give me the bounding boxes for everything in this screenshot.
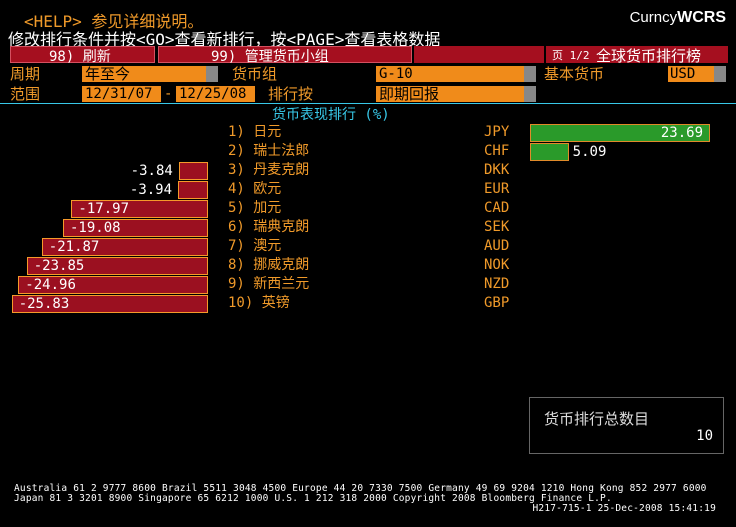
base-currency-dropdown-icon[interactable] (714, 66, 726, 82)
currency-name-chf[interactable]: 2) 瑞士法郎 (228, 143, 310, 159)
bar-sek: -19.08 (62, 219, 208, 237)
currency-name-jpy[interactable]: 1) 日元 (228, 124, 282, 140)
currency-code-aud: AUD (484, 238, 510, 254)
bar-label-dkk: -3.84 (130, 163, 173, 179)
bar-label-chf: 5.09 (572, 144, 607, 160)
toolbar-spacer (414, 46, 544, 63)
base-currency-field[interactable]: USD (668, 66, 714, 82)
currency-code-dkk: DKK (484, 162, 510, 178)
bar-label-eur: -3.94 (129, 182, 173, 198)
currency-name-aud[interactable]: 7) 澳元 (228, 238, 282, 254)
currency-group-label: 货币组 (232, 65, 278, 83)
bar-jpy: 23.69 (530, 124, 711, 142)
manage-group-button[interactable]: 99) 管理货币小组 (158, 46, 412, 65)
bar-label-gbp: -25.83 (18, 296, 70, 312)
footer-timestamp: H217-715-1 25-Dec-2008 15:41:19 (532, 503, 716, 514)
help-line[interactable]: <HELP> 参见详细说明。 (24, 12, 204, 31)
currency-name-cad[interactable]: 5) 加元 (228, 200, 282, 216)
currency-name-dkk[interactable]: 3) 丹麦克朗 (228, 162, 310, 178)
bar-label-cad: -17.97 (78, 201, 129, 217)
currency-name-nok[interactable]: 8) 挪威克朗 (228, 257, 310, 273)
refresh-label: 98) 刷新 (49, 49, 111, 65)
market-sector: Curncy (629, 9, 678, 26)
period-dropdown-icon[interactable] (206, 66, 218, 82)
currency-code-cad: CAD (484, 200, 510, 216)
function-name: WCRS (677, 9, 726, 26)
footer-contacts: Australia 61 2 9777 8600 Brazil 5511 304… (14, 483, 707, 494)
footer-copyright: Japan 81 3 3201 8900 Singapore 65 6212 1… (14, 493, 612, 504)
summary-box: 货币排行总数目 10 (529, 397, 724, 454)
refresh-button[interactable]: 98) 刷新 (10, 46, 155, 65)
currency-group-dropdown-icon[interactable] (524, 66, 536, 82)
bar-label-sek: -19.08 (69, 220, 121, 236)
period-label: 周期 (10, 65, 41, 83)
bar-cad: -17.97 (71, 200, 208, 218)
bar-eur (178, 181, 208, 199)
page-title: 全球货币排行榜 (596, 47, 702, 65)
currency-name-eur[interactable]: 4) 欧元 (228, 181, 282, 197)
currency-group-field[interactable]: G-10 (376, 66, 525, 82)
bar-label-jpy: 23.69 (660, 125, 704, 141)
currency-code-nzd: NZD (484, 276, 510, 292)
bar-nok: -23.85 (26, 257, 208, 275)
end-date-field[interactable]: 12/25/08 (176, 86, 255, 102)
currency-code-sek: SEK (484, 219, 510, 235)
bar-aud: -21.87 (41, 238, 208, 256)
instruction-text: 修改排行条件并按<GO>查看新排行，按<PAGE>查看表格数据 (8, 30, 441, 49)
rank-by-field[interactable]: 即期回报 (376, 86, 525, 102)
bar-chf (530, 143, 569, 161)
currency-code-jpy: JPY (484, 124, 510, 140)
bar-label-nzd: -24.96 (25, 277, 76, 293)
page-title-bar: 页 1/2 全球货币排行榜 (546, 46, 728, 65)
date-range-dash: - (164, 86, 173, 102)
currency-code-nok: NOK (484, 257, 510, 273)
base-currency-label: 基本货币 (544, 65, 605, 83)
range-label: 范围 (10, 85, 41, 103)
bar-label-nok: -23.85 (33, 258, 85, 274)
bar-gbp: -25.83 (11, 295, 208, 313)
manage-group-label: 99) 管理货币小组 (211, 49, 329, 65)
summary-count: 10 (696, 428, 713, 444)
currency-name-sek[interactable]: 6) 瑞典克朗 (228, 219, 310, 235)
bar-label-aud: -21.87 (48, 239, 100, 255)
currency-code-gbp: GBP (484, 295, 510, 311)
currency-code-chf: CHF (484, 143, 510, 159)
rank-by-label: 排行按 (268, 85, 314, 103)
bar-nzd: -24.96 (18, 276, 208, 294)
rank-by-dropdown-icon[interactable] (524, 86, 536, 102)
currency-code-eur: EUR (484, 181, 510, 197)
currency-name-nzd[interactable]: 9) 新西兰元 (228, 276, 310, 292)
start-date-field[interactable]: 12/31/07 (82, 86, 161, 102)
summary-label: 货币排行总数目 (544, 410, 650, 428)
bar-dkk (178, 162, 208, 180)
period-field[interactable]: 年至今 (82, 66, 207, 82)
currency-name-gbp[interactable]: 10) 英镑 (228, 295, 290, 311)
function-code: CurncyWCRS (630, 8, 726, 27)
chart-divider (0, 103, 736, 104)
page-indicator: 页 1/2 (552, 49, 590, 62)
chart-title: 货币表现排行 (%) (272, 107, 390, 123)
